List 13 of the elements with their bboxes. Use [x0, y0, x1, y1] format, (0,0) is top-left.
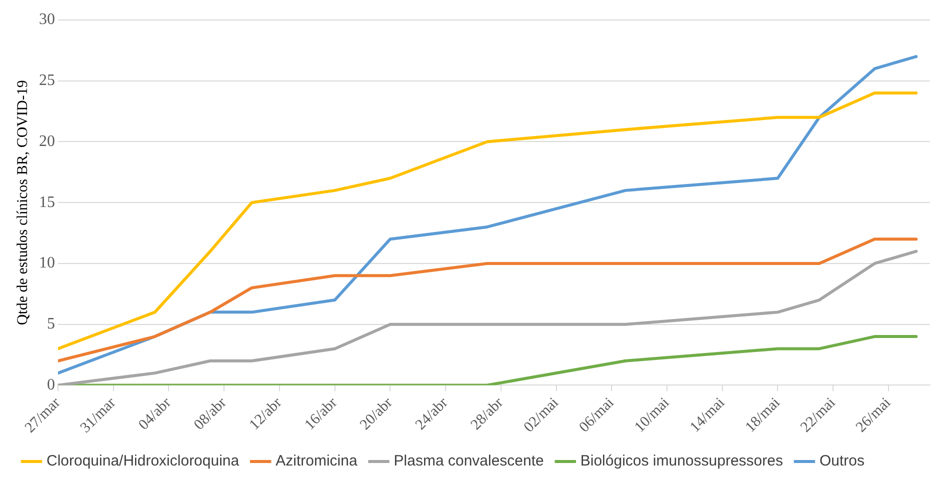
legend-label: Biológicos imunossupressores	[580, 452, 783, 470]
y-tick-label: 25	[39, 72, 55, 90]
y-axis-title: Qtde de estudos clínicos BR, COVID-19	[14, 80, 31, 326]
legend-label: Cloroquina/Hidroxicloroquina	[46, 452, 240, 470]
y-tick-label: 5	[47, 316, 55, 333]
y-tick-label: 30	[39, 11, 55, 28]
legend-label: Plasma convalescente	[394, 452, 544, 470]
legend-label: Azitromicina	[276, 452, 358, 470]
legend-label: Outros	[819, 452, 864, 470]
y-tick-label: 20	[39, 132, 55, 150]
y-tick-label: 10	[39, 254, 55, 272]
y-tick-label: 0	[47, 376, 55, 394]
y-tick-label: 15	[39, 194, 55, 211]
